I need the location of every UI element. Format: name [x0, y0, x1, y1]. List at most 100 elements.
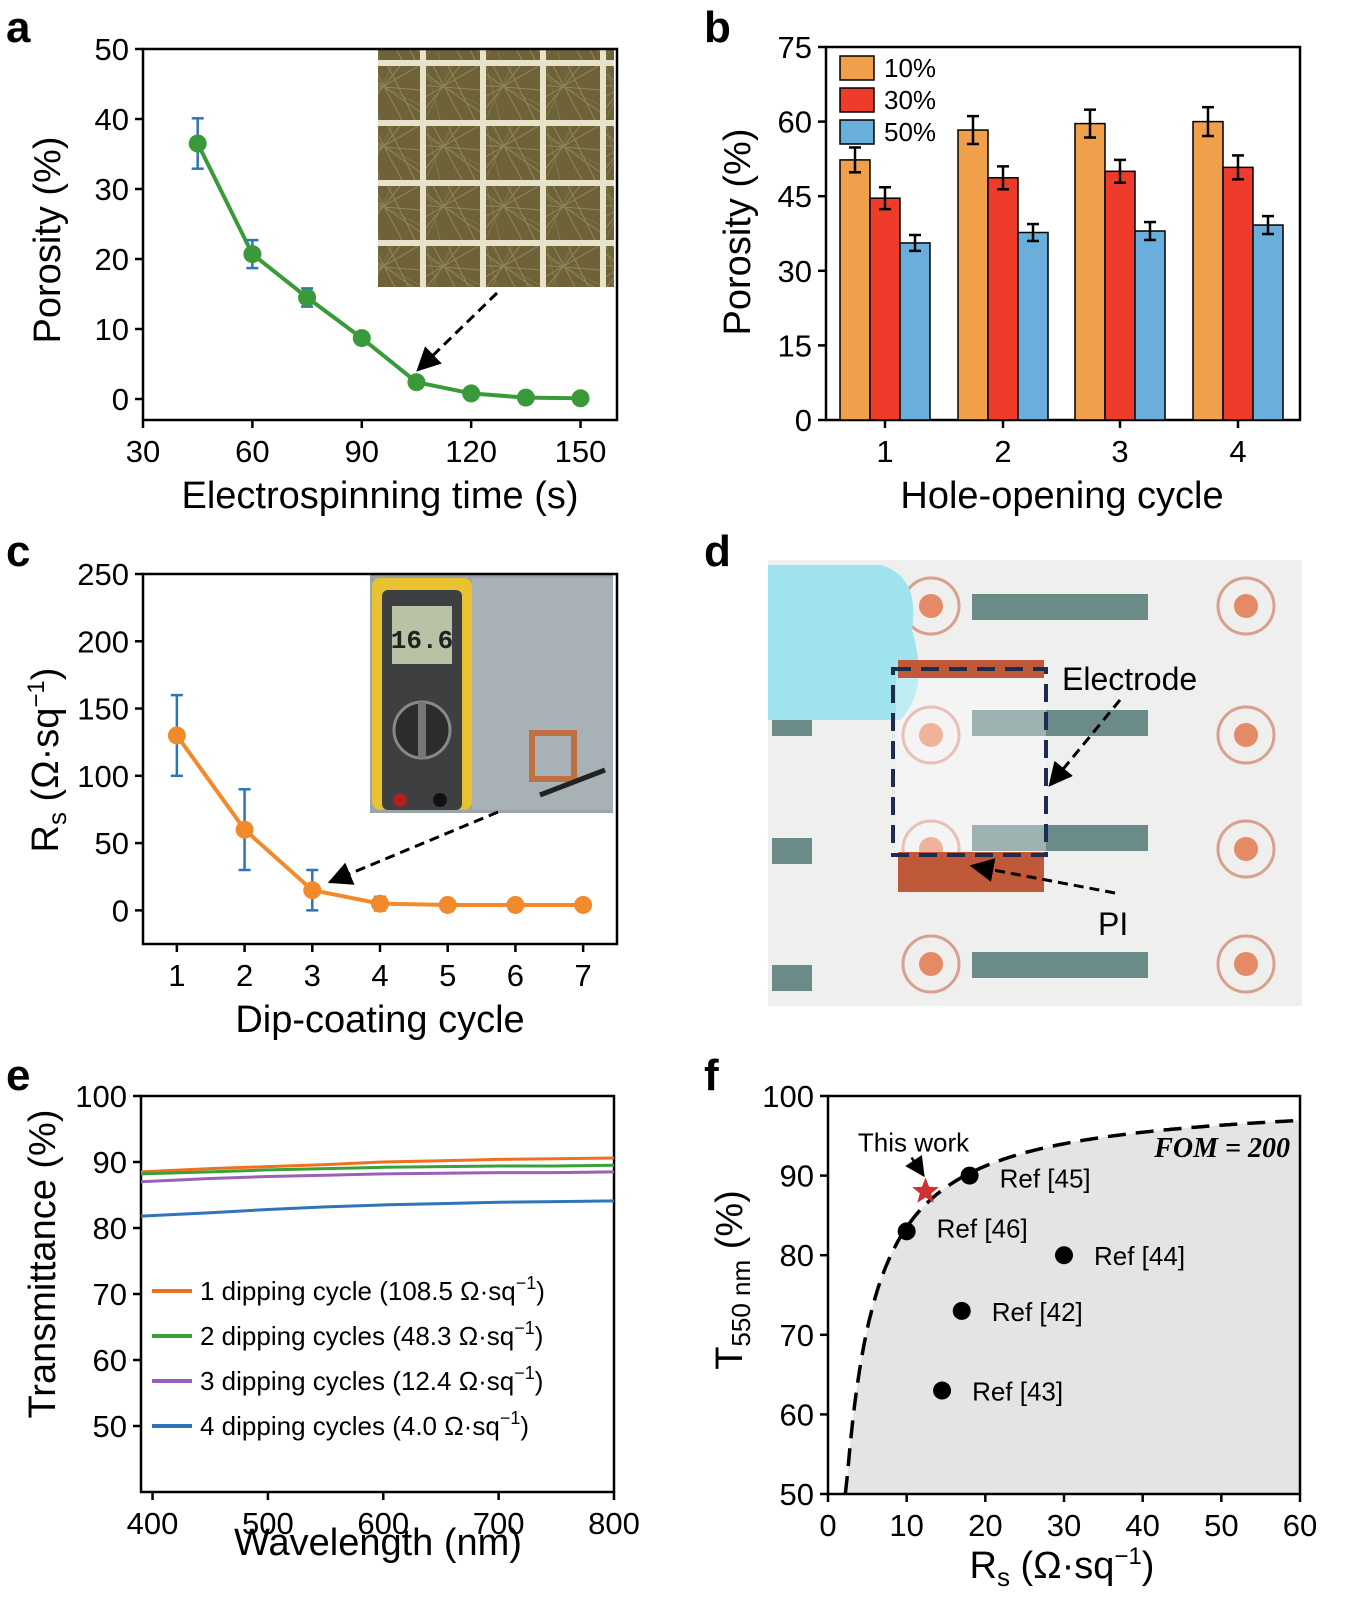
panel-f-xtick-label: 60 [1283, 1508, 1317, 1543]
panel-c-xtick-label: 6 [507, 958, 524, 993]
panel-a-point [571, 389, 590, 408]
panel-b-bar [839, 159, 871, 421]
panel-b-ytick-label: 45 [778, 179, 812, 214]
panel-e-legend-text: 3 dipping cycles (12.4 Ω·sq [200, 1366, 514, 1396]
panel-c-point [371, 894, 389, 913]
panel-c-ytick-label: 200 [77, 624, 129, 659]
panel-f-xtick-label: 0 [819, 1508, 836, 1543]
panel-e-xtick-label: 400 [127, 1506, 179, 1541]
panel-b-bar [1074, 122, 1106, 421]
panel-e-legend-end: ) [535, 1366, 544, 1396]
panel-f-fom-curve [843, 1118, 1299, 1495]
panel-c-xtick-label: 2 [236, 958, 253, 993]
panel-c-point [506, 895, 525, 914]
panel-b-bar [987, 177, 1019, 421]
panel-e-ytick-label: 100 [75, 1079, 127, 1114]
panel-b-bar [869, 197, 901, 421]
panel-f-ref-label: Ref [45] [1000, 1164, 1091, 1194]
panel-e-ylabel: Transmittance (%) [22, 1110, 64, 1419]
panel-b-legend-label: 30% [884, 85, 936, 115]
panel-b-ytick-label: 30 [778, 254, 812, 289]
panel-a-point [407, 373, 426, 392]
panel-c-xtick-label: 5 [439, 958, 456, 993]
panel-e-legend-text: 1 dipping cycle (108.5 Ω·sq [200, 1276, 516, 1306]
panel-f-ref-point [933, 1381, 952, 1400]
panel-a-point [516, 388, 535, 407]
panel-a-ylabel: Porosity (%) [27, 137, 69, 344]
panel-e-xtick-label: 500 [242, 1506, 294, 1541]
panel-f-ylabel: T550 nm (%) [709, 1190, 756, 1370]
panel-a-xtick-label: 60 [235, 434, 269, 469]
panel-c-ylabel-sub: s [42, 812, 72, 825]
panel-a-frame [141, 47, 619, 422]
panel-c-ytick-label: 50 [95, 826, 129, 861]
panel-f-xlabel-end: ) [1142, 1545, 1155, 1587]
panel-e-legend-end: ) [520, 1411, 529, 1441]
panel-e-ytick-label: 50 [93, 1409, 127, 1444]
panel-c-ylabel-end: ) [25, 668, 67, 681]
panel-f-ytick-label: 90 [780, 1159, 814, 1194]
panel-f-ref-label: Ref [43] [972, 1377, 1063, 1407]
panel-f-ref-label: Ref [46] [937, 1213, 1028, 1243]
panel-a-point [188, 134, 207, 153]
panel-c-ylabel-main: R [25, 825, 67, 852]
panel-f-ylabel-main: T [709, 1347, 751, 1370]
panel-label-e: e [6, 1051, 30, 1100]
panel-f-xtick-label: 10 [889, 1508, 923, 1543]
panel-f-ytick-label: 50 [780, 1477, 814, 1512]
panel-b-xtick-label: 2 [994, 434, 1011, 469]
panel-f-ref-label: Ref [44] [1094, 1241, 1185, 1271]
panel-f-xlabel-sup: −1 [1114, 1543, 1141, 1570]
panel-label-a: a [6, 3, 31, 52]
panel-e-legend-sup: −1 [516, 1273, 537, 1293]
panel-a-xtick-label: 120 [445, 434, 497, 469]
panel-b-frame [824, 45, 1302, 422]
panel-c-ytick-label: 150 [77, 692, 129, 727]
pi-arrow [969, 858, 1116, 895]
panel-e-ytick-label: 80 [93, 1211, 127, 1246]
panel-c-ylabel-rest: (Ω·sq [25, 708, 67, 812]
panel-c-point [438, 895, 457, 914]
panel-e-legend-sup: −1 [514, 1318, 535, 1338]
panel-f-ytick-label: 70 [780, 1318, 814, 1353]
panel-f-xtick-label: 20 [968, 1508, 1002, 1543]
panel-e-legend-label: 1 dipping cycle (108.5 Ω·sq−1) [200, 1273, 545, 1306]
panel-label-c: c [6, 527, 30, 576]
panel-f-ytick-label: 60 [780, 1397, 814, 1432]
panel-b-xtick-label: 4 [1229, 434, 1246, 469]
panel-f-chart: 0 10 20 30 40 50 60 50 60 70 80 90 100 FOM = 200 Ref [… [709, 1079, 1317, 1592]
panel-f-xlabel-rest: (Ω·sq [1010, 1545, 1114, 1587]
panel-b-ytick-label: 75 [778, 30, 812, 65]
panel-f-ylabel-rest: (%) [709, 1190, 751, 1260]
panel-b-legend-swatch [839, 119, 875, 145]
panel-a-ytick-label: 0 [112, 382, 129, 417]
panel-f-xtick-label: 40 [1125, 1508, 1159, 1543]
panel-a-inset-arrow [416, 291, 499, 372]
panel-c-xtick-label: 1 [168, 958, 185, 993]
panel-b-bar [1222, 166, 1254, 421]
panel-f-this-work-arrow [905, 1154, 925, 1178]
glove [768, 565, 919, 720]
panel-e-legend-sup: −1 [514, 1363, 535, 1383]
panel-a-chart: 30 60 90 120 150 0 10 20 30 40 50 Electrospinning … [27, 32, 619, 517]
panel-c-ytick-label: 0 [112, 893, 129, 928]
panel-c-xtick-label: 3 [304, 958, 321, 993]
panel-b-ytick-label: 0 [795, 403, 812, 438]
panel-b-bar [1134, 230, 1166, 421]
panel-b-bar [1192, 120, 1224, 421]
bottom-pi-strip [898, 852, 1044, 892]
panel-b-legend-swatch [839, 87, 875, 113]
panel-c-ylabel-sup: −1 [23, 680, 50, 707]
panel-label-f: f [704, 1051, 719, 1100]
panel-c-xtick-label: 4 [371, 958, 388, 993]
panel-f-fom-region [845, 1120, 1300, 1494]
electrode-label: Electrode [1062, 661, 1197, 697]
panel-b-bar [1104, 170, 1136, 421]
panel-c-point [574, 895, 593, 914]
panel-f-xlabel-main: R [970, 1545, 997, 1587]
panel-d-photo: Electrode PI [768, 560, 1302, 1006]
panel-e-ytick-label: 60 [93, 1343, 127, 1378]
panel-f-ytick-label: 80 [780, 1238, 814, 1273]
panel-b-legend-label: 10% [884, 53, 936, 83]
panel-a-xtick-label: 30 [126, 434, 160, 469]
